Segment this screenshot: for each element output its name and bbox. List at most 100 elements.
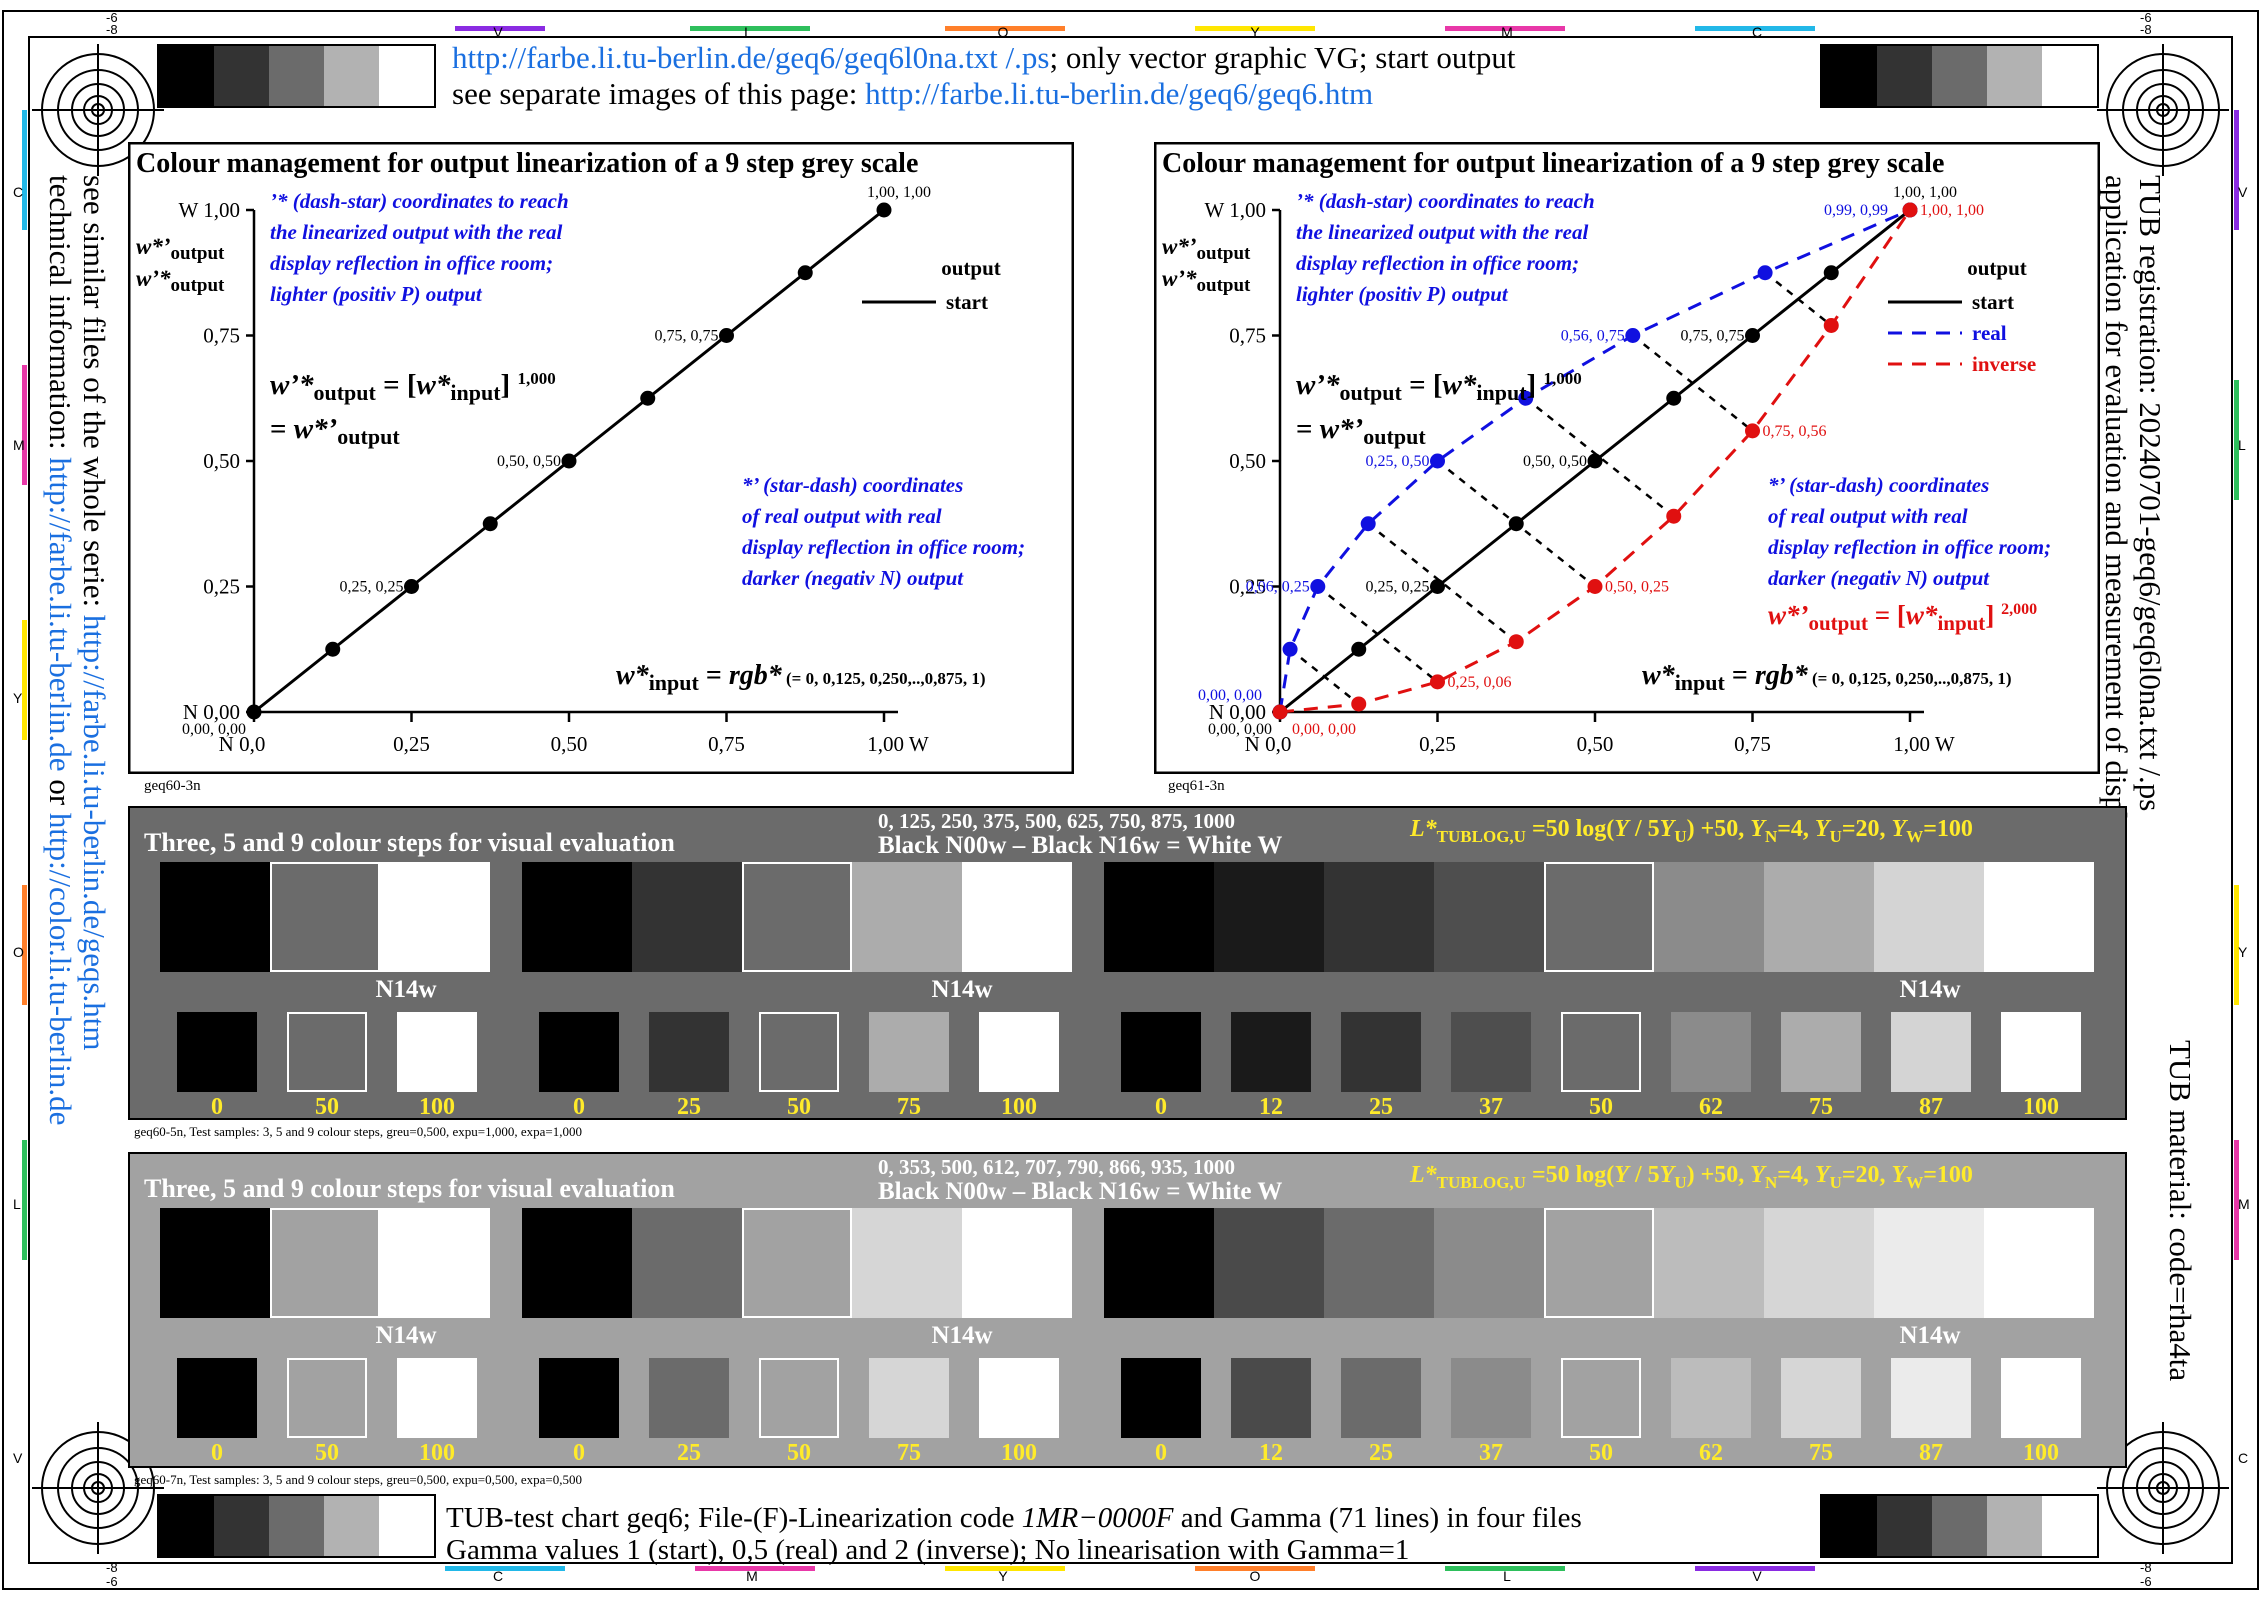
point-label: 0,50, 0,50 — [1523, 453, 1587, 470]
registration-target — [32, 44, 164, 176]
panel-formula: L*TUBLOG,U =50 log(Y / 5YU) +50, YN=4, Y… — [1410, 1162, 1973, 1192]
small-step-square — [649, 1012, 729, 1092]
legend-title: output — [941, 256, 1001, 280]
point-real — [1625, 328, 1641, 343]
big-step-square — [1654, 862, 1764, 972]
note-bottom-line: *’ (star-dash) coordinates — [1768, 473, 1989, 497]
chart-left: Colour management for output linearizati… — [128, 142, 1074, 774]
ramp-top-right — [1820, 44, 2099, 108]
big-step-square — [1764, 1208, 1874, 1318]
step-label: 100 — [2023, 1440, 2059, 1466]
bottom-stripe-v — [1695, 1566, 1815, 1571]
right-stripe-v — [2234, 110, 2239, 230]
header-url-2[interactable]: http://farbe.li.tu-berlin.de/geq6/geq6.h… — [865, 76, 1374, 111]
big-step-square — [270, 862, 380, 972]
top-letter-v: V — [493, 24, 503, 40]
x-tick-label: 1,00 W — [867, 732, 929, 756]
left-letter-m: M — [13, 437, 25, 453]
small-step-square — [649, 1358, 729, 1438]
note-top-line: ’* (dash-star) coordinates to reach — [1296, 189, 1595, 213]
corner-mark-bl-b: -8 — [106, 1560, 118, 1575]
connector-line — [1524, 397, 1675, 518]
big-step-square — [1874, 862, 1984, 972]
point-real — [1518, 390, 1534, 406]
step-label: 25 — [677, 1440, 701, 1466]
left-line2-prefix: technical information: — [43, 175, 78, 458]
point-label: 1,00, 1,00 — [1893, 184, 1957, 201]
small-step-square — [1561, 1012, 1641, 1092]
bottom-stripe-y — [945, 1566, 1065, 1571]
point-start — [797, 265, 813, 281]
small-step-square — [539, 1358, 619, 1438]
step-label: 100 — [419, 1094, 455, 1120]
big-step-square — [522, 1208, 632, 1318]
small-step-square — [1231, 1358, 1311, 1438]
corner-mark-br-a: -6 — [2140, 1574, 2152, 1589]
big-step-square — [1984, 1208, 2094, 1318]
bottom-stripe-l — [1445, 1566, 1565, 1571]
point-label: 1,00, 1,00 — [1920, 202, 1984, 219]
left-line2-url2[interactable]: http://color.li.tu-berlin.de — [43, 812, 78, 1126]
header-url-1[interactable]: http://farbe.li.tu-berlin.de/geq6/geq6l0… — [452, 40, 1050, 75]
point-label: 0,99, 0,99 — [1824, 202, 1888, 219]
legend-title: output — [1967, 256, 2027, 280]
formula-2: = w*’output — [270, 413, 400, 449]
ramp-swatch — [214, 46, 269, 106]
registration-target — [2097, 1422, 2229, 1554]
x-tick-label: 0,25 — [1419, 732, 1456, 756]
input-formula: w*input = rgb* (= 0, 0,125, 0,250,..,0,8… — [1642, 660, 2011, 695]
top-stripe-v — [455, 26, 545, 31]
y-tick-label: 0,25 — [203, 575, 240, 599]
left-letter-y: Y — [13, 690, 23, 706]
x-tick-label: 0,25 — [393, 732, 430, 756]
corner-mark-tl-a: -6 — [106, 10, 118, 25]
left-letter-v: V — [13, 1450, 23, 1466]
small-step-square — [177, 1012, 257, 1092]
bottom-letter-o: O — [1249, 1568, 1261, 1584]
bottom-letter-y: Y — [998, 1568, 1008, 1584]
left-line1-url[interactable]: http://farbe.li.tu-berlin.de/geqs.htm — [77, 614, 112, 1051]
chart-left-code: geq60-3n — [144, 778, 201, 794]
right-stripe-y — [2234, 885, 2239, 1005]
ramp-swatch — [2042, 46, 2097, 106]
ramp-swatch — [1877, 46, 1932, 106]
note-bottom-line: display reflection in office room; — [742, 535, 1025, 559]
right-side-line-3: TUB material: code=rha4ta — [2163, 1040, 2198, 1382]
left-line1-prefix: see similar files of the whole serie: — [77, 175, 112, 615]
note-top-line: ’* (dash-star) coordinates to reach — [270, 189, 569, 213]
point-label: 0,25, 0,25 — [340, 579, 404, 596]
small-step-square — [869, 1358, 949, 1438]
small-step-square — [1451, 1012, 1531, 1092]
note-top-line: lighter (positiv P) output — [270, 282, 483, 306]
note-top-line: lighter (positiv P) output — [1296, 282, 1509, 306]
point-label: 0,25, 0,06 — [1448, 674, 1512, 691]
point-label: 0,00, 0,00 — [182, 721, 246, 738]
step-label: 75 — [897, 1094, 921, 1120]
ramp-bottom-right — [1820, 1494, 2099, 1558]
legend-label-start: start — [946, 290, 988, 314]
ramp-swatch — [1987, 46, 2042, 106]
ramp-swatch — [2042, 1496, 2097, 1556]
step-label: 75 — [1809, 1094, 1833, 1120]
header-text-2: see separate images of this page: — [452, 76, 866, 111]
point-start — [1745, 328, 1760, 343]
formula-1: w’*output = [w*input] 1,000 — [1296, 369, 1582, 405]
y-axis-label: w*’output — [1162, 234, 1251, 264]
panel-lower-footer: geq60-7n, Test samples: 3, 5 and 9 colou… — [134, 1472, 582, 1487]
step-label: 25 — [1369, 1094, 1393, 1120]
point-label: 0,00, 0,00 — [1292, 721, 1356, 738]
legend-label-start: start — [1972, 290, 2014, 314]
note-bottom-line: of real output with real — [1768, 504, 1968, 528]
right-letter-m: M — [2238, 1196, 2250, 1212]
small-step-square — [1781, 1358, 1861, 1438]
big-step-square — [1544, 862, 1654, 972]
point-label: 0,50, 0,25 — [1605, 579, 1669, 596]
point-start — [640, 390, 656, 406]
y-tick-label: W 1,00 — [179, 198, 240, 222]
header-text-1: ; only vector graphic VG; start output — [1049, 40, 1516, 75]
point-label: 0,25, 0,25 — [1366, 579, 1430, 596]
top-letter-l: L — [744, 24, 752, 40]
left-line2-url1[interactable]: http://farbe.li.tu-berlin.de — [43, 457, 78, 772]
step-label: 0 — [573, 1094, 585, 1120]
point-label: 0,75, 0,56 — [1763, 423, 1827, 440]
